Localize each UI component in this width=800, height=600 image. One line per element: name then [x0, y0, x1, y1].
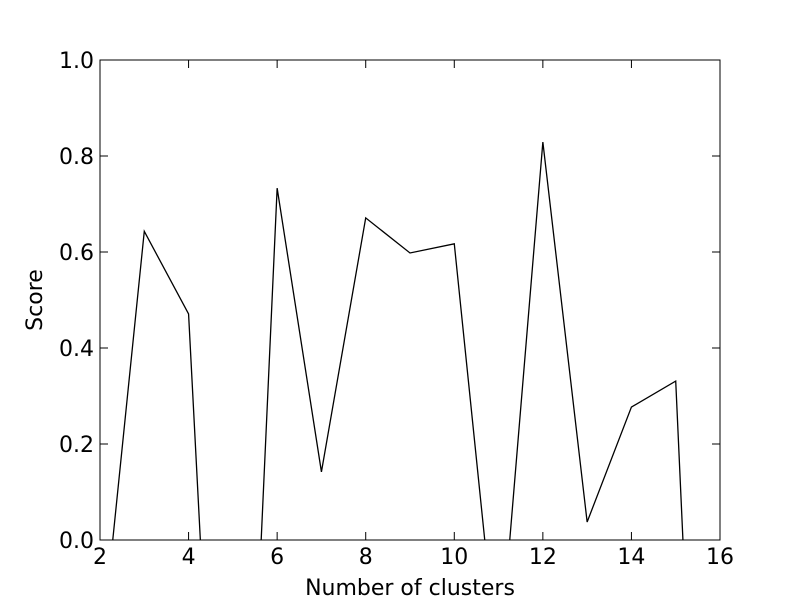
y-tick-label: 0.8	[59, 145, 94, 170]
x-tick-label: 2	[93, 545, 107, 570]
data-line	[112, 142, 684, 540]
x-tick-label: 12	[529, 545, 557, 570]
x-tick-label: 6	[270, 545, 284, 570]
x-tick-label: 14	[617, 545, 645, 570]
y-tick-label: 0.2	[59, 433, 94, 458]
x-tick-label: 10	[440, 545, 468, 570]
y-tick-label: 0.4	[59, 337, 94, 362]
y-tick-label: 1.0	[59, 49, 94, 74]
y-tick-label: 0.6	[59, 241, 94, 266]
x-tick-label: 16	[706, 545, 734, 570]
y-axis-label: Score	[23, 269, 48, 331]
plot-frame	[99, 59, 721, 541]
x-axis-label: Number of clusters	[305, 576, 515, 600]
y-tick-label: 0.0	[59, 529, 94, 554]
x-tick-label: 4	[182, 545, 196, 570]
x-tick-label: 8	[359, 545, 373, 570]
